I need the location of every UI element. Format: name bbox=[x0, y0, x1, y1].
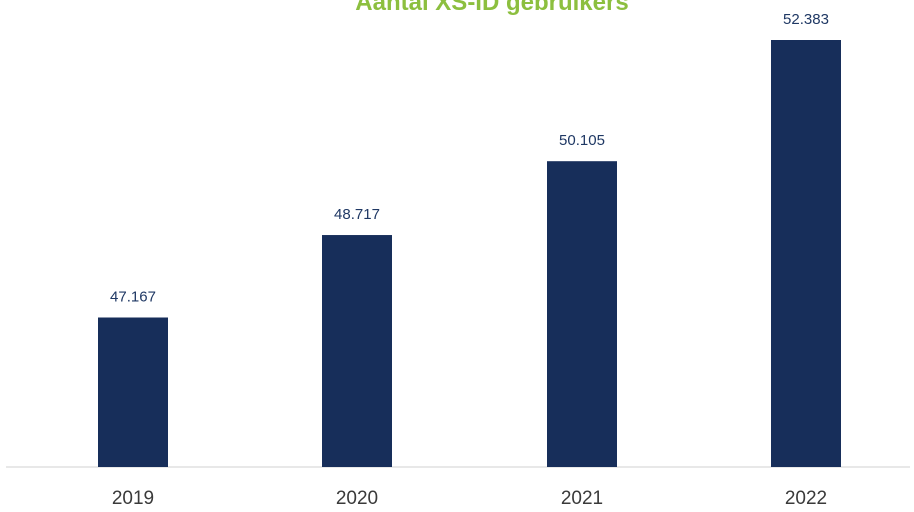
x-tick-label-group: 2019 2020 2021 2022 bbox=[112, 488, 827, 509]
value-label-2021: 50.105 bbox=[559, 132, 605, 149]
bar-2022 bbox=[771, 40, 841, 467]
x-tick-label-2020: 2020 bbox=[336, 488, 378, 509]
value-label-2020: 48.717 bbox=[334, 206, 380, 223]
value-label-2022: 52.383 bbox=[783, 11, 829, 28]
value-label-group: 47.167 48.717 50.105 52.383 bbox=[110, 11, 829, 306]
bar-2020 bbox=[322, 235, 392, 467]
value-label-2019: 47.167 bbox=[110, 289, 156, 306]
x-tick-label-2019: 2019 bbox=[112, 488, 154, 509]
x-tick-label-2022: 2022 bbox=[785, 488, 827, 509]
bar-2021 bbox=[547, 161, 617, 467]
bar-2019 bbox=[98, 317, 168, 467]
bar-group bbox=[98, 40, 841, 467]
chart-title: Aantal XS-ID gebruikers bbox=[355, 0, 628, 16]
x-tick-label-2021: 2021 bbox=[561, 488, 603, 509]
